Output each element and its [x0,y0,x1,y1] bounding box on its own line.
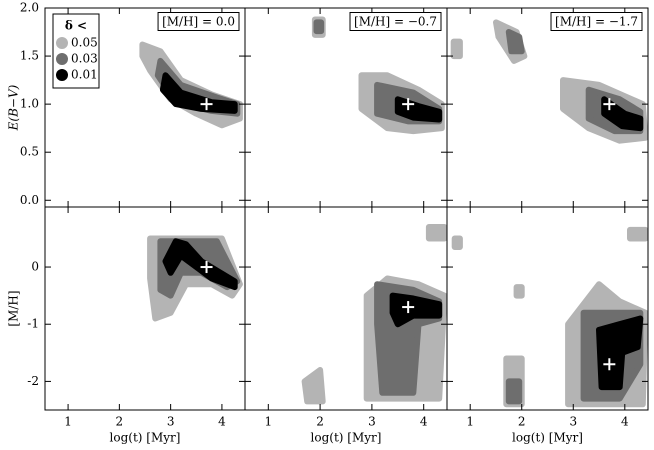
best-fit-marker [200,261,213,274]
x-tick-label: 2 [116,415,124,429]
y-tick-label: 0.5 [20,145,39,159]
x-tick-label: 2 [316,415,324,429]
x-axis-label: log(t) [Myr] [311,431,382,445]
y-tick-label: 1.5 [20,49,39,63]
x-tick-label: 4 [420,415,428,429]
best-fit-marker [603,358,616,371]
x-tick-label: 3 [167,415,175,429]
x-tick-label: 1 [64,415,72,429]
y-axis-label: E(B−V) [7,84,21,131]
x-tick-label: 4 [621,415,629,429]
best-fit-marker [603,98,616,111]
x-tick-label: 3 [569,415,577,429]
x-tick-label: 4 [218,415,226,429]
best-fit-marker [402,301,415,314]
panel-title: [M/H] = −1.7 [555,15,638,29]
y-tick-label: -2 [27,374,39,388]
legend-label: 0.03 [71,52,98,66]
x-axis-label: log(t) [Myr] [110,431,181,445]
x-tick-label: 1 [466,415,474,429]
y-tick-label: 1.0 [20,97,39,111]
legend-label: 0.05 [71,36,98,50]
title-box [349,12,442,31]
x-tick-label: 1 [264,415,272,429]
confidence-region [159,72,238,114]
panel-title: [M/H] = 0.0 [162,15,235,29]
best-fit-marker [200,98,213,111]
title-box [550,12,643,31]
legend-swatch [56,69,68,81]
panel-frame [446,206,649,411]
y-tick-label: 0 [31,260,39,274]
legend-swatch [56,37,68,49]
confidence-region [601,96,644,132]
x-tick-label: 2 [518,415,526,429]
confidence-region [389,292,443,328]
title-box [157,12,240,31]
legend-title: δ < [65,19,87,33]
legend-swatch [56,53,68,65]
panel-title: [M/H] = −0.7 [354,15,437,29]
legend-label: 0.01 [71,68,98,82]
y-tick-label: -1 [27,317,39,331]
x-tick-label: 3 [368,415,376,429]
x-axis-label: log(t) [Myr] [512,431,583,445]
y-axis-label: [M/H] [7,290,21,326]
confidence-region [162,238,238,291]
y-tick-label: 2.0 [20,1,39,15]
y-tick-label: 0.0 [20,193,39,207]
best-fit-marker [402,98,415,111]
